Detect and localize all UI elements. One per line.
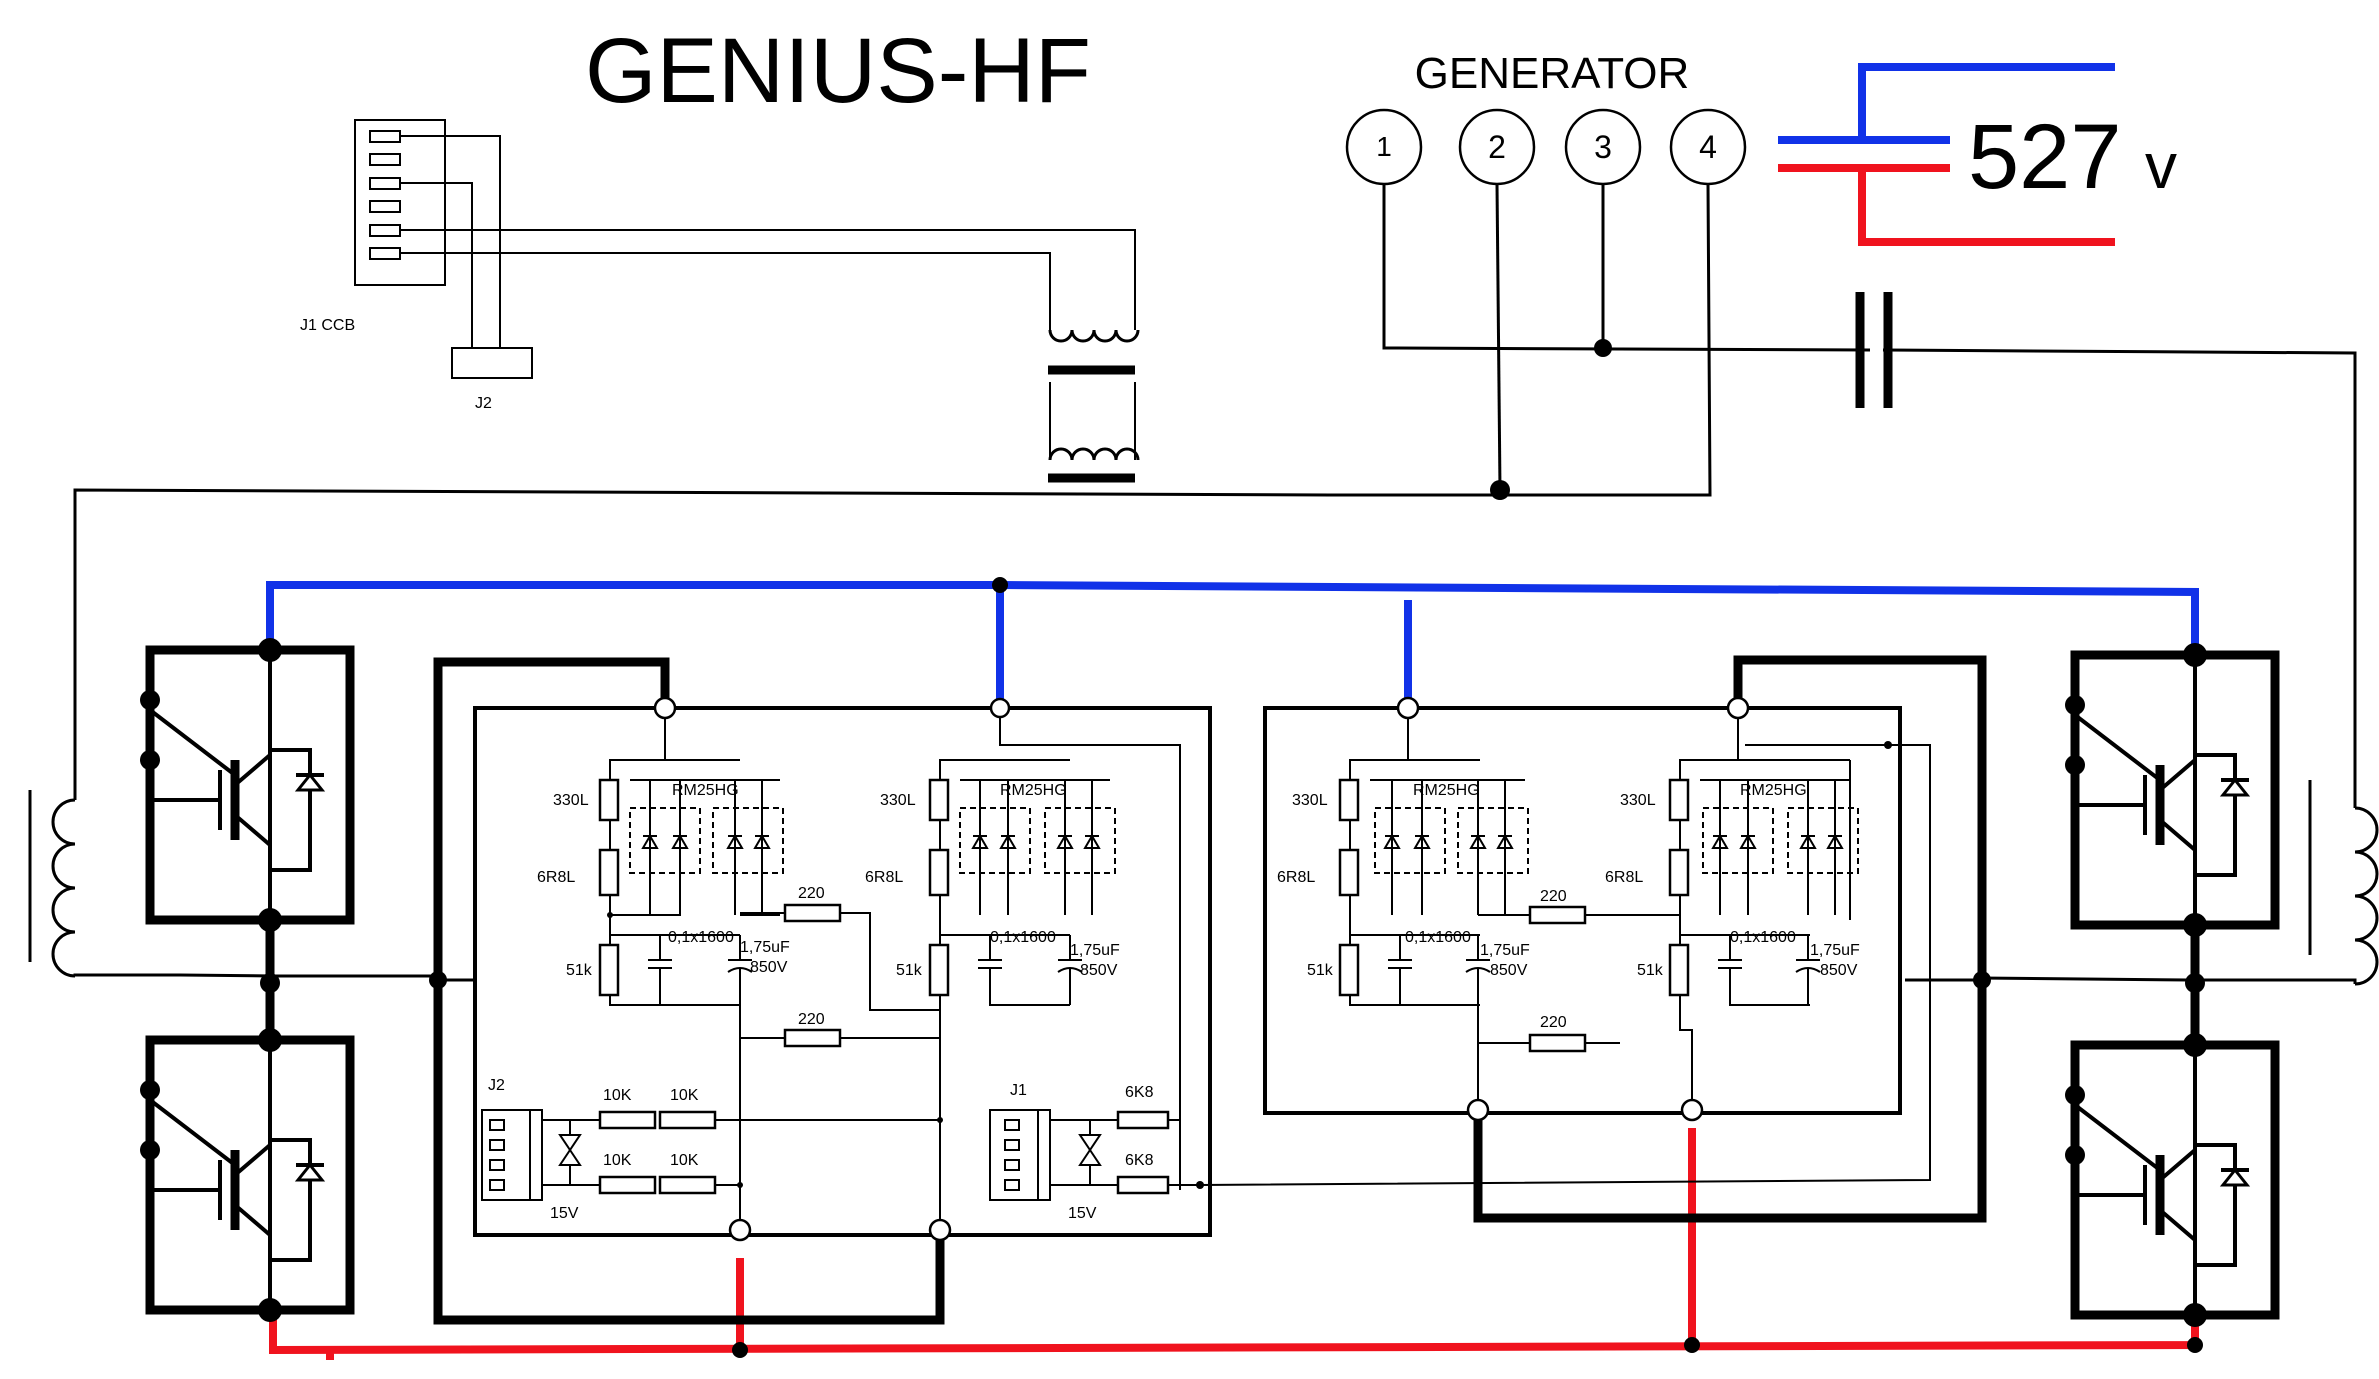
svg-text:330L: 330L (553, 792, 589, 809)
generator-label: GENERATOR (1415, 49, 1690, 98)
svg-text:RM25HG: RM25HG (672, 782, 739, 799)
igbt-left-upper (140, 638, 350, 932)
svg-text:10K: 10K (603, 1087, 632, 1104)
svg-text:1: 1 (1376, 131, 1392, 162)
schematic-title: GENIUS-HF (585, 20, 1091, 122)
voltage-unit: v (2145, 130, 2177, 202)
svg-text:15V: 15V (550, 1205, 579, 1222)
svg-text:10K: 10K (670, 1087, 699, 1104)
svg-text:6R8L: 6R8L (537, 869, 575, 886)
svg-text:15V: 15V (1068, 1205, 1097, 1222)
svg-text:3: 3 (1594, 129, 1612, 165)
svg-text:6K8: 6K8 (1125, 1152, 1154, 1169)
svg-text:1,75uF: 1,75uF (740, 939, 790, 956)
svg-text:51k: 51k (896, 962, 923, 979)
j1-ccb-connector (354, 119, 1136, 348)
svg-text:0,1x1600: 0,1x1600 (668, 929, 734, 946)
svg-text:220: 220 (798, 885, 825, 902)
svg-text:330L: 330L (880, 792, 916, 809)
svg-text:RM25HG: RM25HG (1740, 782, 1807, 799)
svg-text:1,75uF: 1,75uF (1070, 942, 1120, 959)
positive-bus (266, 577, 2199, 708)
svg-text:6K8: 6K8 (1125, 1084, 1154, 1101)
svg-text:850V: 850V (1080, 962, 1118, 979)
svg-text:RM25HG: RM25HG (1000, 782, 1067, 799)
svg-text:6R8L: 6R8L (1277, 869, 1315, 886)
generator-terminal-1: 1 (1345, 108, 1423, 186)
svg-text:RM25HG: RM25HG (1413, 782, 1480, 799)
svg-text:6R8L: 6R8L (1605, 869, 1643, 886)
generator-terminal-2: 2 (1458, 108, 1536, 186)
svg-text:0,1x1600: 0,1x1600 (1405, 929, 1471, 946)
svg-text:51k: 51k (566, 962, 593, 979)
svg-text:51k: 51k (1307, 962, 1334, 979)
j2-plug-label: J2 (475, 395, 492, 412)
j2-plug (451, 347, 533, 379)
svg-text:220: 220 (1540, 1014, 1567, 1031)
svg-text:850V: 850V (1820, 962, 1858, 979)
igbt-right-upper (2065, 643, 2275, 937)
svg-text:850V: 850V (750, 959, 788, 976)
svg-text:J1: J1 (1010, 1082, 1027, 1099)
right-board-labels: 330L 6R8L 51k RM25HG 0,1x1600 1,75uF 850… (1277, 782, 1860, 1031)
svg-text:330L: 330L (1620, 792, 1656, 809)
igbt-left-lower (140, 1028, 350, 1322)
svg-text:51k: 51k (1637, 962, 1664, 979)
svg-text:0,1x1600: 0,1x1600 (1730, 929, 1796, 946)
igbt-right-lower (2065, 1033, 2275, 1327)
voltage-capacitor-symbol (1778, 63, 2115, 246)
svg-text:10K: 10K (670, 1152, 699, 1169)
j1-ccb-label: J1 CCB (300, 317, 355, 334)
voltage-value: 527 (1968, 106, 2122, 208)
svg-text:0,1x1600: 0,1x1600 (990, 929, 1056, 946)
driver-board-left (473, 696, 1931, 1242)
svg-text:1,75uF: 1,75uF (1810, 942, 1860, 959)
signal-transformer (1048, 329, 1140, 483)
svg-text:330L: 330L (1292, 792, 1328, 809)
gate-frame-left (429, 657, 945, 1325)
output-coil-right (1979, 780, 2379, 986)
negative-bus (269, 1128, 2203, 1360)
svg-text:1,75uF: 1,75uF (1480, 942, 1530, 959)
svg-text:220: 220 (798, 1011, 825, 1028)
svg-text:4: 4 (1699, 129, 1717, 165)
svg-text:J2: J2 (488, 1077, 505, 1094)
generator-terminal-3: 3 (1564, 108, 1642, 186)
generator-terminal-4: 4 (1669, 108, 1747, 186)
driver-board-right (1263, 696, 1902, 1122)
svg-text:220: 220 (1540, 888, 1567, 905)
gate-frame-right (1473, 655, 1991, 1223)
left-board-labels: 330L 6R8L 51k RM25HG 0,1x1600 1,75uF 850… (488, 782, 1154, 1222)
svg-text:6R8L: 6R8L (865, 869, 903, 886)
svg-text:850V: 850V (1490, 962, 1528, 979)
svg-text:10K: 10K (603, 1152, 632, 1169)
svg-text:2: 2 (1488, 129, 1506, 165)
dc-link-capacitor (1855, 292, 1893, 408)
output-coil-left (28, 790, 440, 978)
generator-wiring (73, 183, 2357, 808)
